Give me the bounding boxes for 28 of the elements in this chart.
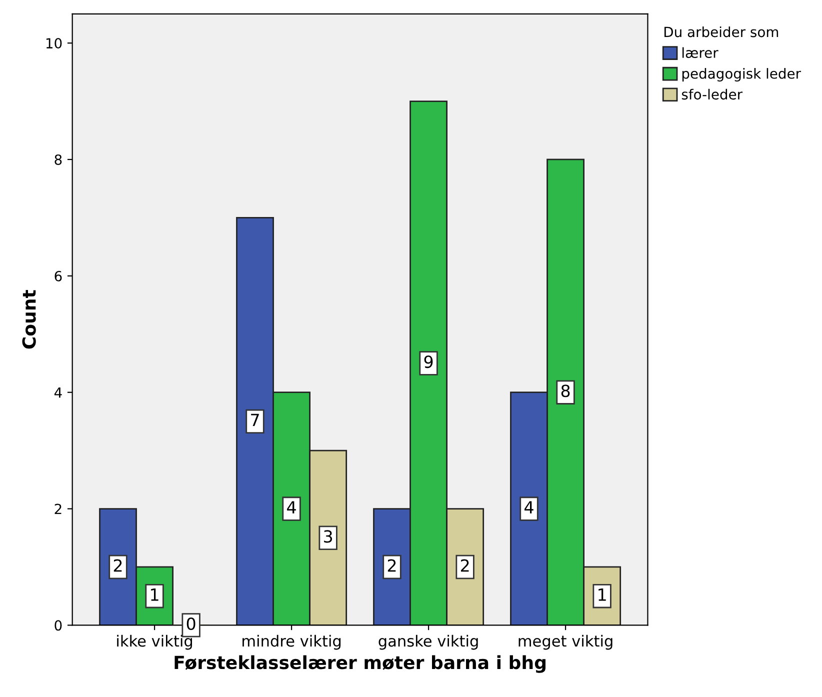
- y-tick-label: 0: [54, 620, 62, 631]
- legend-title: Du arbeider som: [664, 26, 778, 38]
- data-label: 0: [186, 617, 196, 630]
- y-axis-title: Count: [22, 290, 36, 349]
- data-label: 4: [287, 501, 296, 514]
- y-tick-label: 2: [54, 504, 62, 514]
- data-label: 4: [524, 501, 534, 514]
- y-tick-label: 8: [54, 154, 62, 165]
- data-label: 1: [151, 588, 158, 601]
- data-label: 2: [388, 559, 396, 572]
- data-label: 2: [114, 559, 122, 572]
- x-tick-label: mindre viktig: [242, 634, 341, 650]
- legend-label: lærer: [682, 47, 718, 58]
- legend-label: sfo-leder: [682, 88, 743, 100]
- data-label: 8: [561, 384, 570, 398]
- x-tick-label: ganske viktig: [378, 634, 478, 650]
- y-tick-label: 6: [54, 270, 62, 282]
- data-label: 7: [251, 414, 259, 426]
- y-tick-label: 10: [46, 38, 62, 49]
- data-label: 1: [598, 588, 606, 601]
- x-tick-label: ikke viktig: [117, 634, 192, 650]
- data-label: 3: [324, 530, 332, 543]
- data-label: 2: [460, 559, 469, 572]
- x-axis-title: Førsteklasselærer møter barna i bhg: [174, 655, 546, 673]
- x-tick-label: meget viktig: [518, 634, 612, 650]
- data-label: 9: [424, 355, 433, 368]
- legend-label: pedagogisk leder: [682, 68, 802, 82]
- y-tick-label: 4: [54, 387, 62, 398]
